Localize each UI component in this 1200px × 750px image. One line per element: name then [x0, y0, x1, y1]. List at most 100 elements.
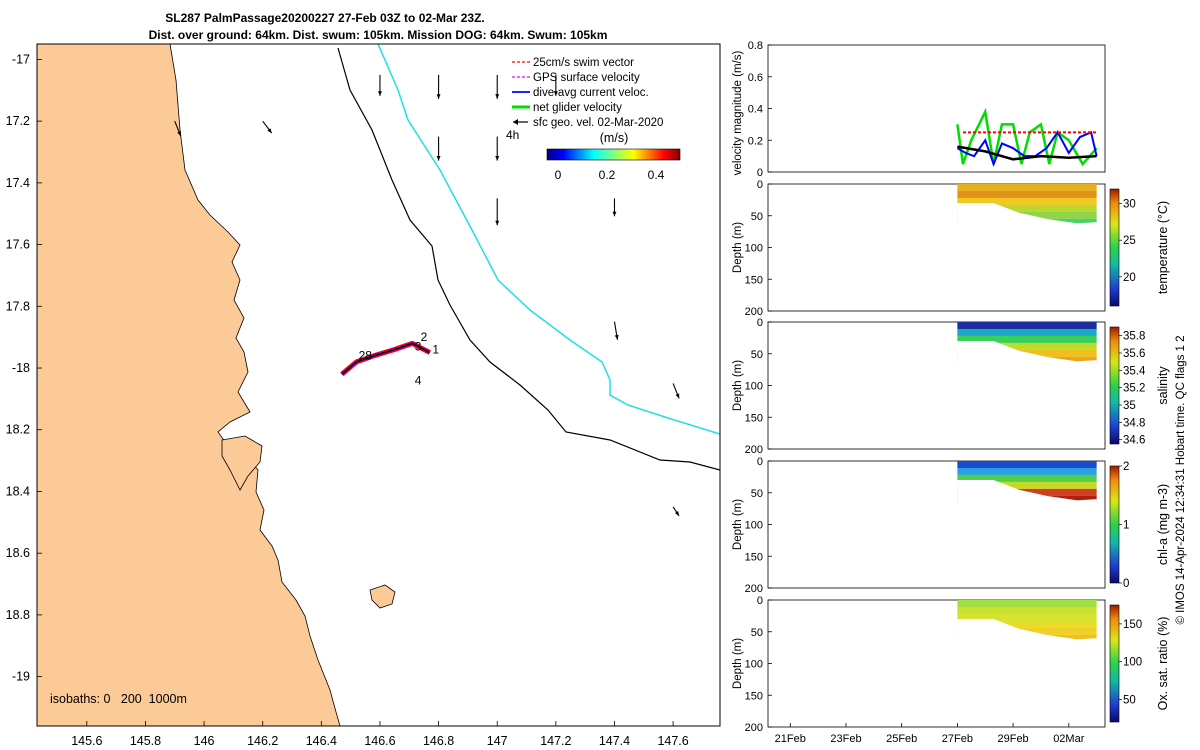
map-panel: 28 123 4 145.6 145.8 146 146.2 146.4 146.6 146.8…: [6, 43, 721, 748]
arrow-annotation: 4h: [506, 128, 519, 142]
map-ytick-label: 18.8: [6, 608, 30, 622]
current-arrowhead: [436, 155, 441, 161]
velocity-panel: 0 0.2 0.4 0.6 0.8 velocity magnitude (m/s): [732, 40, 1106, 179]
map-xtick-label: 146.8: [423, 734, 454, 748]
map-xtick-label: 147: [487, 734, 508, 748]
map-ytick-label: 17.6: [6, 238, 30, 252]
map-ytick-label: 17.4: [6, 176, 30, 190]
profile-band: [957, 322, 1097, 329]
profile-band: [957, 190, 1097, 198]
coastline-land: [37, 44, 341, 726]
day-marker-3: 3: [415, 339, 422, 353]
depth-tick-label: 50: [751, 349, 763, 361]
profile-colorbar: [1109, 604, 1120, 723]
map-xtick-label: 145.8: [130, 734, 161, 748]
colorbar-tick-label: 30: [1123, 199, 1136, 211]
velocity-ytick-label: 0: [757, 167, 763, 179]
depth-tick-label: 200: [745, 583, 763, 595]
legend-swim: 25cm/s swim vector: [533, 57, 634, 69]
current-arrowhead: [614, 334, 619, 340]
legend-sfc-arrowhead: [513, 119, 518, 125]
colorbar-tick-label: 0: [1123, 578, 1129, 590]
map-ytick-label: 18.2: [6, 423, 30, 437]
map-ytick-label: 17.8: [6, 299, 30, 313]
map-ytick-label: -19: [12, 670, 30, 684]
velocity-ytick-label: 0.4: [748, 104, 763, 116]
current-arrowhead: [495, 220, 500, 226]
velocity-axes: [767, 44, 1106, 173]
colorbar-label: temperature (°C): [1156, 201, 1170, 294]
time-axis-ticks: 21Feb 23Feb 25Feb 27Feb 29Feb 02Mar: [775, 723, 1085, 745]
colorbar-tick-1: 0.2: [599, 168, 616, 182]
colorbar-tick-label: 150: [1123, 619, 1142, 631]
map-colorbar: [546, 148, 681, 161]
time-tick-label: 21Feb: [775, 733, 806, 745]
depth-tick-label: 150: [745, 412, 763, 424]
profile-band: [957, 620, 1097, 628]
depth-tick-label: 100: [745, 659, 763, 671]
time-tick-label: 27Feb: [942, 733, 973, 745]
depth-tick-label: 0: [757, 595, 763, 607]
profile-mask: [957, 203, 1097, 229]
colorbar-tick-label: 35.4: [1123, 365, 1146, 377]
profile-band: [957, 600, 1097, 607]
current-arrowhead: [177, 131, 181, 137]
colorbar-title: (m/s): [600, 131, 628, 145]
depth-tick-label: 50: [751, 627, 763, 639]
map-frame: [36, 43, 721, 727]
profile-band: [957, 204, 1097, 212]
isobath-label: isobaths: 0 200 1000m: [50, 692, 187, 706]
profile-band: [957, 184, 1097, 191]
velocity-series-line: [957, 145, 1097, 161]
velocity-ylabel: velocity magnitude (m/s): [732, 51, 744, 176]
profile-band: [957, 606, 1097, 614]
map-xtick-label: 147.6: [657, 734, 688, 748]
time-tick-label: 25Feb: [886, 733, 917, 745]
colorbar-tick-label: 20: [1123, 272, 1136, 284]
map-xtick-label: 146.2: [247, 734, 278, 748]
profile-colorbar: [1109, 465, 1120, 584]
map-xtick-label: 146.4: [306, 734, 337, 748]
map-ytick-label: 17.2: [6, 114, 30, 128]
depth-tick-label: 150: [745, 551, 763, 563]
profile-mask: [957, 480, 1097, 506]
current-arrowhead: [553, 91, 558, 96]
depth-tick-label: 100: [745, 243, 763, 255]
profile-mask: [957, 619, 1097, 645]
map-ytick-label: 18.6: [6, 546, 30, 560]
map-xtick-label: 146: [194, 734, 215, 748]
legend-sfc: sfc geo. vel. 02-Mar-2020: [533, 117, 663, 129]
day-marker-2: 2: [421, 330, 428, 344]
map-xtick-label: 147.2: [540, 734, 571, 748]
colorbar-tick-label: 25: [1123, 235, 1136, 247]
profile-band: [957, 197, 1097, 205]
depth-tick-label: 200: [745, 444, 763, 456]
profile-band: [957, 474, 1097, 482]
depth-tick-label: 0: [757, 456, 763, 468]
colorbar-label: chl-a (mg m-3): [1156, 484, 1170, 565]
colorbar-label: salinity: [1156, 366, 1170, 405]
velocity-series: [956, 107, 1098, 167]
profile-colorbar: [1109, 188, 1120, 307]
title-line-2: Dist. over ground: 64km. Dist. swum: 105…: [149, 28, 608, 42]
profile-band: [957, 335, 1097, 343]
profile-band: [957, 481, 1097, 489]
day-marker-1: 1: [432, 343, 439, 357]
island-palm: [369, 584, 396, 609]
velocity-ytick-label: 0.8: [748, 40, 763, 52]
map-y-ticks: -17 17.2 17.4 17.6 17.8 -18 18.2 18.4 18.6 18.8 -1…: [6, 52, 42, 684]
colorbar-tick-label: 35: [1123, 400, 1136, 412]
velocity-y-ticks: 0 0.2 0.4 0.6 0.8: [748, 40, 772, 179]
map-ytick-label: -17: [12, 52, 30, 66]
depth-tick-label: 50: [751, 211, 763, 223]
profile-band: [957, 342, 1097, 350]
time-tick-label: 23Feb: [830, 733, 861, 745]
colorbar-tick-label: 34.8: [1123, 417, 1145, 429]
map-ytick-label: 18.4: [6, 484, 30, 498]
current-arrowhead: [495, 94, 500, 99]
legend-gps: GPS surface velocity: [533, 72, 640, 84]
isobath-1000m: [377, 44, 720, 435]
map-xtick-label: 145.6: [71, 734, 102, 748]
